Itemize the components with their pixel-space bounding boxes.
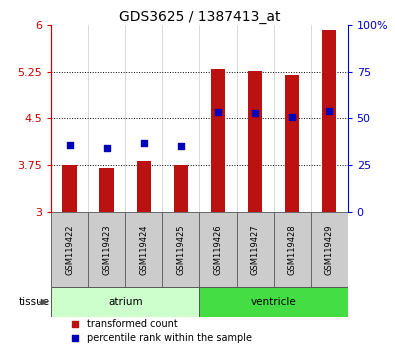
Bar bbox=[322, 30, 337, 212]
Point bbox=[289, 114, 295, 119]
Bar bbox=[274, 212, 310, 287]
Bar bbox=[237, 212, 274, 287]
Text: GSM119427: GSM119427 bbox=[250, 224, 260, 275]
Bar bbox=[248, 71, 262, 212]
Bar bbox=[51, 212, 88, 287]
Point bbox=[141, 141, 147, 146]
Bar bbox=[173, 165, 188, 212]
Bar bbox=[51, 287, 199, 317]
Point bbox=[326, 108, 332, 114]
Point bbox=[215, 109, 221, 115]
Text: atrium: atrium bbox=[108, 297, 143, 307]
Bar bbox=[137, 161, 151, 212]
Point bbox=[72, 321, 78, 326]
Bar bbox=[100, 169, 114, 212]
Point bbox=[252, 111, 258, 116]
Bar bbox=[126, 212, 162, 287]
Bar bbox=[310, 212, 348, 287]
Bar bbox=[62, 165, 77, 212]
Point bbox=[178, 143, 184, 149]
Title: GDS3625 / 1387413_at: GDS3625 / 1387413_at bbox=[119, 10, 280, 24]
Point bbox=[72, 335, 78, 341]
Text: GSM119428: GSM119428 bbox=[288, 224, 297, 275]
Text: percentile rank within the sample: percentile rank within the sample bbox=[87, 333, 252, 343]
Text: GSM119424: GSM119424 bbox=[139, 224, 149, 275]
Bar bbox=[88, 212, 126, 287]
Text: GSM119426: GSM119426 bbox=[213, 224, 222, 275]
Text: GSM119422: GSM119422 bbox=[65, 224, 74, 275]
Bar bbox=[162, 212, 199, 287]
Point bbox=[67, 143, 73, 148]
Bar bbox=[285, 75, 299, 212]
Bar bbox=[199, 212, 237, 287]
Text: GSM119429: GSM119429 bbox=[325, 224, 334, 275]
Text: GSM119425: GSM119425 bbox=[177, 224, 186, 275]
Text: GSM119423: GSM119423 bbox=[102, 224, 111, 275]
Point bbox=[104, 145, 110, 151]
Text: tissue: tissue bbox=[19, 297, 49, 307]
Bar bbox=[211, 69, 226, 212]
Bar bbox=[199, 287, 348, 317]
Text: ventricle: ventricle bbox=[251, 297, 296, 307]
Text: transformed count: transformed count bbox=[87, 319, 178, 329]
